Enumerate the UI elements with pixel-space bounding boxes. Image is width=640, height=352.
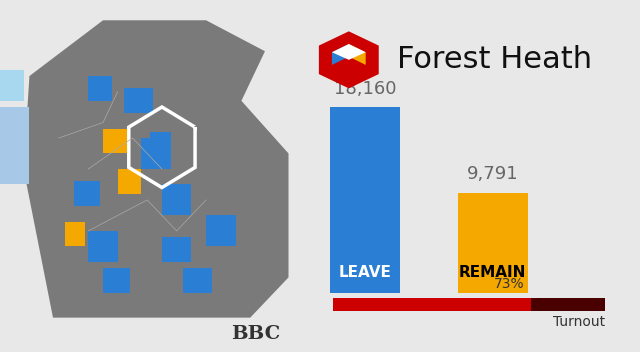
Polygon shape	[74, 181, 100, 206]
Text: Turnout: Turnout	[553, 315, 605, 328]
FancyBboxPatch shape	[333, 297, 531, 312]
Polygon shape	[162, 184, 191, 215]
Text: BBC: BBC	[232, 325, 280, 344]
Polygon shape	[0, 107, 29, 184]
Text: 73%: 73%	[494, 277, 525, 291]
FancyBboxPatch shape	[330, 107, 400, 293]
Polygon shape	[124, 88, 153, 113]
Polygon shape	[332, 44, 365, 60]
Polygon shape	[319, 31, 379, 88]
Polygon shape	[88, 231, 118, 262]
Polygon shape	[65, 222, 85, 246]
Polygon shape	[182, 268, 212, 293]
Polygon shape	[103, 268, 129, 293]
Text: 9,791: 9,791	[467, 165, 518, 183]
Polygon shape	[332, 44, 349, 65]
Polygon shape	[141, 138, 171, 169]
Polygon shape	[150, 132, 171, 160]
FancyBboxPatch shape	[333, 297, 605, 312]
Polygon shape	[118, 169, 141, 194]
Text: 18,160: 18,160	[333, 80, 396, 98]
Polygon shape	[162, 237, 191, 262]
Polygon shape	[206, 215, 236, 246]
Polygon shape	[0, 70, 24, 101]
Text: REMAIN: REMAIN	[459, 265, 527, 281]
Polygon shape	[103, 129, 127, 153]
Polygon shape	[349, 44, 365, 65]
Text: Forest Heath: Forest Heath	[397, 45, 592, 74]
Text: LEAVE: LEAVE	[339, 265, 391, 281]
FancyBboxPatch shape	[458, 193, 528, 293]
Polygon shape	[24, 20, 289, 318]
Polygon shape	[88, 76, 112, 101]
